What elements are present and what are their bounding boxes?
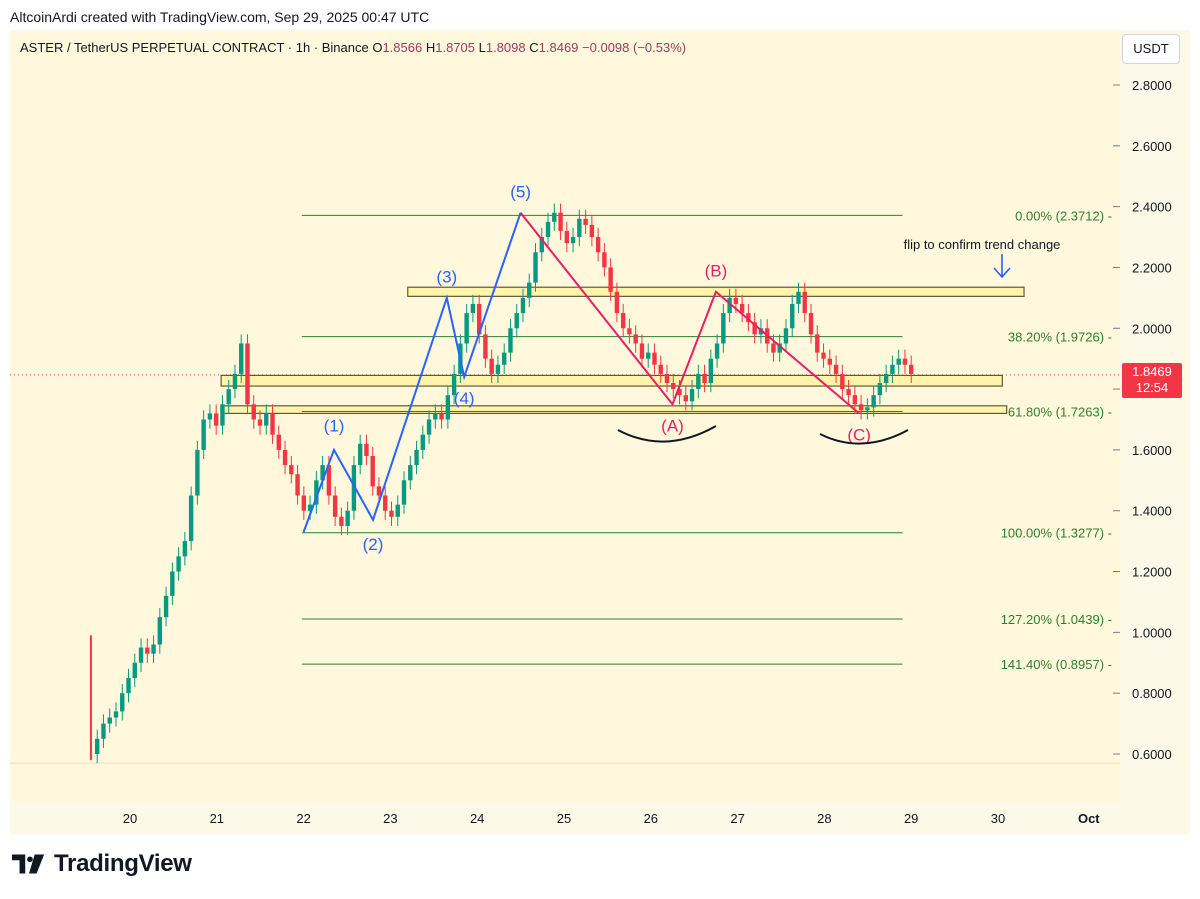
high-label: H bbox=[425, 40, 436, 55]
brand-name: TradingView bbox=[54, 850, 192, 877]
change-value: −0.0098 (−0.53%) bbox=[582, 40, 687, 55]
plot-area[interactable] bbox=[10, 30, 1120, 802]
low-value: 1.8098 bbox=[485, 40, 526, 55]
low-label: L bbox=[478, 40, 486, 55]
last-price: 1.8469 bbox=[1132, 364, 1172, 379]
high-value: 1.8705 bbox=[435, 40, 475, 55]
tradingview-logo-icon bbox=[12, 854, 45, 874]
bar-countdown: 12:54 bbox=[1135, 380, 1169, 395]
close-value: 1.8469 bbox=[538, 40, 579, 55]
currency-button[interactable]: USDT bbox=[1122, 34, 1180, 64]
last-price-tag: 1.8469 12:54 bbox=[1122, 363, 1182, 398]
open-label: O bbox=[372, 40, 383, 55]
footer-brand: TradingView bbox=[12, 850, 192, 878]
close-label: C bbox=[529, 40, 539, 55]
chart-credit: AltcoinArdi created with TradingView.com… bbox=[10, 9, 430, 25]
open-value: 1.8566 bbox=[382, 40, 423, 55]
ohlc-legend: ASTER / TetherUS PERPETUAL CONTRACT · 1h… bbox=[20, 40, 686, 55]
symbol-title[interactable]: ASTER / TetherUS PERPETUAL CONTRACT · 1h… bbox=[20, 40, 369, 55]
